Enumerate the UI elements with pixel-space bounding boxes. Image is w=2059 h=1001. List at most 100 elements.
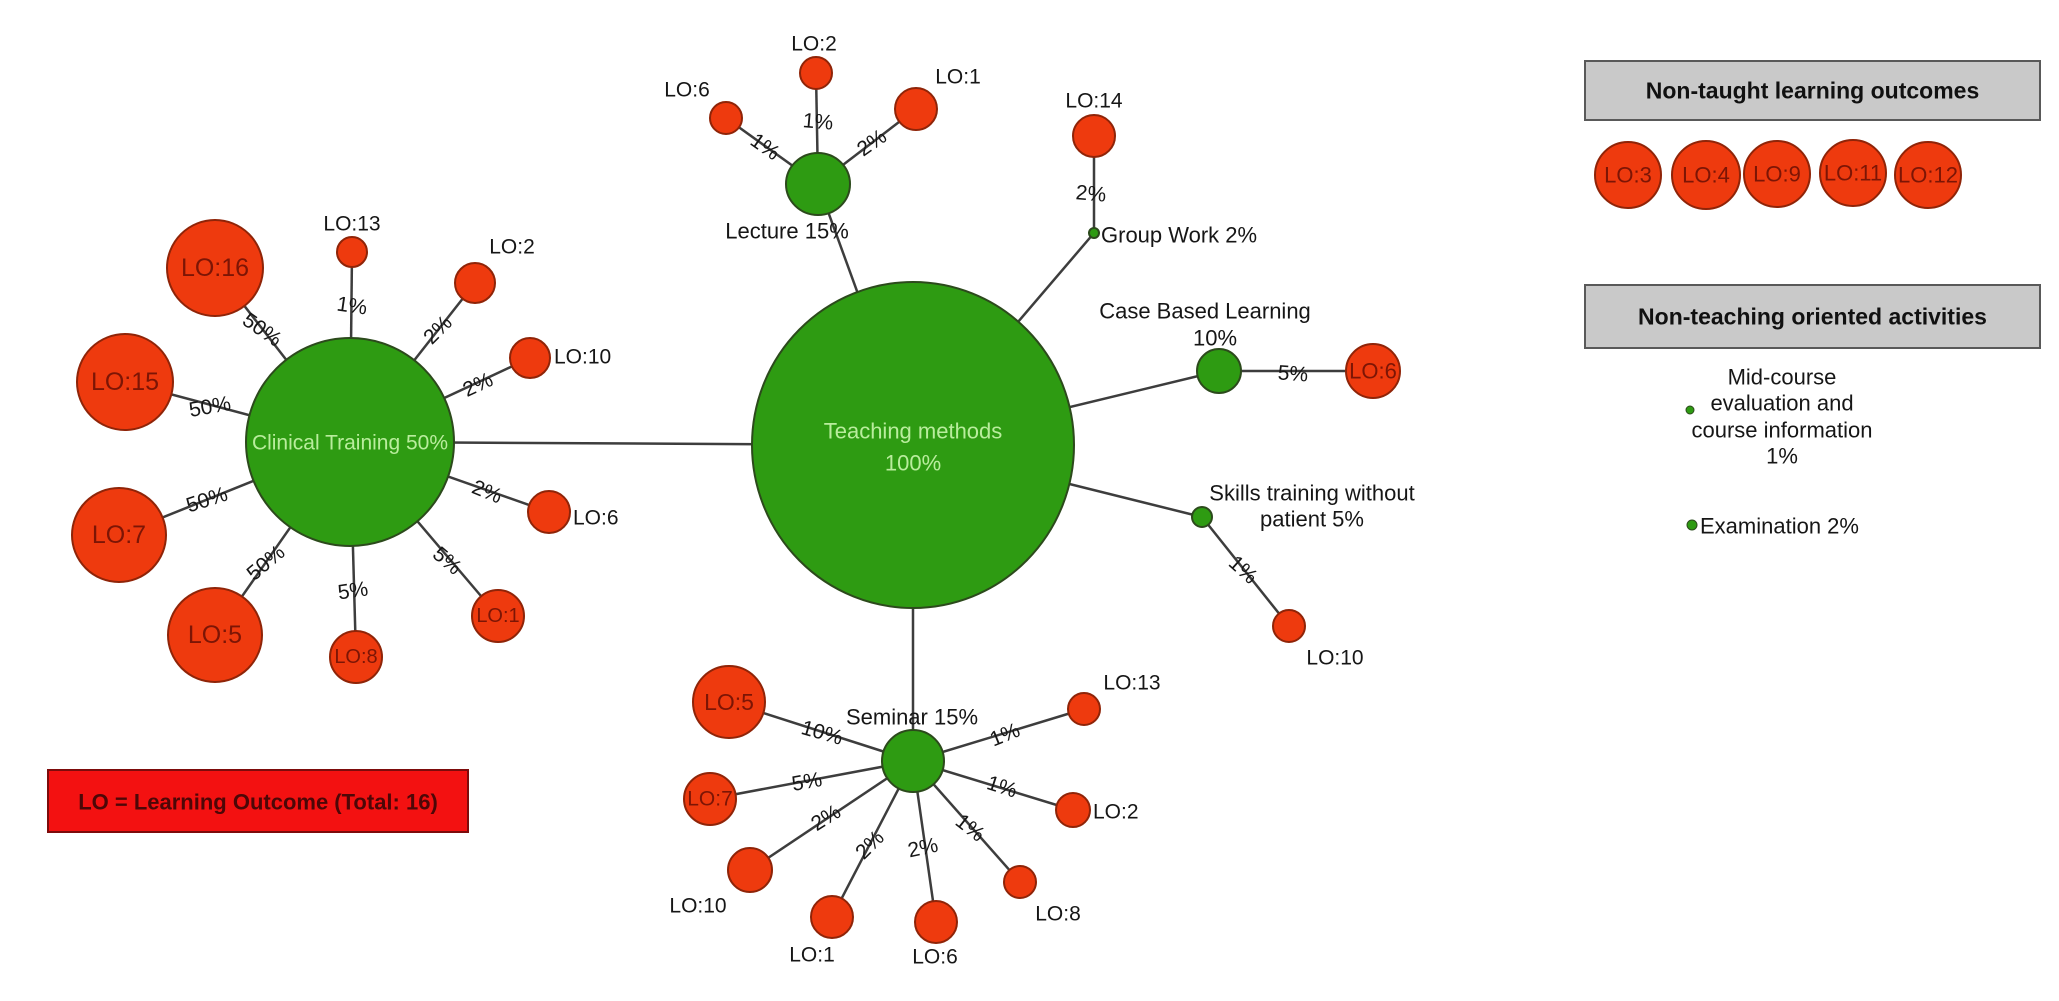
activity-caption-skills-training-without-patient-1: patient 5%: [1260, 507, 1364, 532]
outcome-node-clinical-lo5: [167, 587, 263, 683]
activity-node-lecture: [785, 152, 851, 216]
activity-caption-skills-training-without-patient-0: Skills training without: [1209, 481, 1414, 506]
outcome-node-seminar-lo6: [914, 900, 958, 944]
outcome-label-seminar-lo6: LO:6: [912, 946, 958, 969]
outcome-label-seminar-lo8: LO:8: [1035, 903, 1081, 926]
outcome-label-clinical-lo10: LO:10: [554, 346, 611, 369]
mid-course-evaluation-text-2: course information: [1692, 418, 1873, 443]
edge-label-seminar-lo1: 2%: [851, 826, 889, 864]
outcome-node-seminar-lo5: [692, 665, 766, 739]
outcome-label-skills-lo10: LO:10: [1306, 647, 1363, 670]
outcome-label-cbl-lo6: LO:6: [1349, 359, 1397, 384]
activity-caption-seminar-0: Seminar 15%: [846, 705, 978, 730]
edge-label-seminar-lo5: 10%: [799, 716, 846, 750]
edge-label-clinical-lo10: 2%: [459, 368, 496, 402]
outcome-node-lecture-lo2: [799, 56, 833, 90]
activity-caption-case-based-learning-0: Case Based Learning: [1099, 299, 1311, 324]
edge-label-lecture-lo6: 1%: [746, 129, 784, 165]
outcome-node-seminar-lo7: [683, 772, 737, 826]
outcome-node-seminar-lo13: [1067, 692, 1101, 726]
edge-label-seminar-lo10: 2%: [807, 800, 845, 836]
edge-label-clinical-lo2: 2%: [419, 311, 457, 349]
edge-label-seminar-lo7: 5%: [790, 768, 824, 796]
outcome-node-cbl-lo6: [1345, 343, 1401, 399]
edge-seminar-lo7: [709, 759, 914, 801]
outcome-node-seminar-lo10: [727, 847, 773, 893]
outcome-node-nontaught-lo12: [1894, 141, 1962, 209]
outcome-label-nontaught-lo9: LO:9: [1753, 162, 1801, 187]
examination-dot: [1686, 519, 1698, 531]
outcome-label-clinical-lo6: LO:6: [573, 507, 619, 530]
outcome-node-clinical-lo10: [509, 337, 551, 379]
lo-legend-box: [47, 769, 469, 833]
edge-label-clinical-lo5: 50%: [243, 541, 290, 586]
activity-caption-group-work-0: Group Work 2%: [1101, 223, 1257, 248]
outcome-label-lecture-lo2: LO:2: [791, 33, 837, 56]
outcome-node-clinical-lo7: [71, 487, 167, 583]
activity-label-clinical-training-0: Clinical Training 50%: [252, 432, 448, 455]
outcome-node-seminar-lo2: [1055, 792, 1091, 828]
outcome-node-clinical-lo15: [76, 333, 174, 431]
outcome-node-clinical-lo8: [329, 630, 383, 684]
outcome-node-skills-lo10: [1272, 609, 1306, 643]
outcome-label-clinical-lo1: LO:1: [476, 605, 519, 627]
edge-label-seminar-lo6: 2%: [906, 834, 940, 863]
outcome-label-clinical-lo13: LO:13: [323, 213, 380, 236]
outcome-label-clinical-lo15: LO:15: [91, 368, 159, 396]
edge-label-clinical-lo16: 50%: [238, 309, 286, 352]
outcome-node-seminar-lo1: [810, 895, 854, 939]
outcome-label-nontaught-lo3: LO:3: [1604, 163, 1652, 188]
mid-course-evaluation-text-3: 1%: [1766, 444, 1798, 469]
edge-label-clinical-lo1: 5%: [428, 542, 466, 579]
outcome-node-clinical-lo1: [471, 589, 525, 643]
non-teaching-panel-box: [1584, 284, 2041, 349]
outcome-node-lecture-lo6: [709, 101, 743, 135]
activity-caption-lecture-0: Lecture 15%: [725, 219, 849, 244]
edge-label-seminar-lo13: 1%: [987, 719, 1024, 752]
outcome-label-nontaught-lo11: LO:11: [1824, 161, 1882, 186]
outcome-label-lecture-lo1: LO:1: [935, 66, 981, 89]
mid-course-evaluation-text-1: evaluation and: [1710, 391, 1853, 416]
mid-course-evaluation-dot: [1685, 405, 1695, 415]
outcome-node-nontaught-lo11: [1819, 139, 1887, 207]
outcome-label-groupwork-lo14: LO:14: [1065, 90, 1123, 113]
outcome-label-seminar-lo7: LO:7: [687, 788, 733, 811]
non-teaching-panel-title: Non-teaching oriented activities: [1638, 304, 1987, 330]
non-taught-panel-title: Non-taught learning outcomes: [1646, 78, 1980, 104]
outcome-node-clinical-lo2: [454, 262, 496, 304]
outcome-node-nontaught-lo4: [1671, 140, 1741, 210]
outcome-node-groupwork-lo14: [1072, 114, 1116, 158]
outcome-node-clinical-lo13: [336, 236, 368, 268]
outcome-node-nontaught-lo3: [1594, 141, 1662, 209]
lo-legend-text: LO = Learning Outcome (Total: 16): [78, 790, 438, 815]
outcome-label-clinical-lo16: LO:16: [181, 254, 249, 282]
activity-node-skills-training-without-patient: [1191, 506, 1213, 528]
outcome-label-clinical-lo2: LO:2: [489, 236, 535, 259]
activity-caption-case-based-learning-1: 10%: [1193, 326, 1237, 351]
edge-label-seminar-lo2: 1%: [984, 771, 1020, 802]
outcome-label-clinical-lo7: LO:7: [92, 521, 146, 549]
outcome-label-lecture-lo6: LO:6: [664, 79, 710, 102]
activity-label-teaching-methods-0: Teaching methods: [824, 419, 1003, 444]
mid-course-evaluation-text-0: Mid-course: [1728, 365, 1837, 390]
outcome-label-nontaught-lo4: LO:4: [1682, 163, 1730, 188]
outcome-label-nontaught-lo12: LO:12: [1898, 163, 1958, 188]
edge-label-clinical-lo8: 5%: [336, 577, 369, 604]
edge-label-clinical-lo15: 50%: [187, 392, 232, 422]
outcome-label-seminar-lo10: LO:10: [669, 895, 726, 918]
non-taught-panel-box: [1584, 60, 2041, 121]
examination-text-0: Examination 2%: [1700, 514, 1859, 539]
edge-label-cbl-lo6: 5%: [1277, 361, 1309, 386]
edge-skills-lo10: [1201, 516, 1290, 627]
outcome-label-clinical-lo8: LO:8: [334, 646, 377, 668]
outcome-node-clinical-lo6: [527, 490, 571, 534]
edge-label-clinical-lo13: 1%: [335, 292, 368, 319]
activity-node-seminar: [881, 729, 945, 793]
outcome-label-seminar-lo13: LO:13: [1103, 672, 1160, 695]
outcome-label-seminar-lo1: LO:1: [789, 944, 835, 967]
outcome-node-nontaught-lo9: [1743, 140, 1811, 208]
outcome-node-clinical-lo16: [166, 219, 264, 317]
outcome-node-seminar-lo8: [1003, 865, 1037, 899]
